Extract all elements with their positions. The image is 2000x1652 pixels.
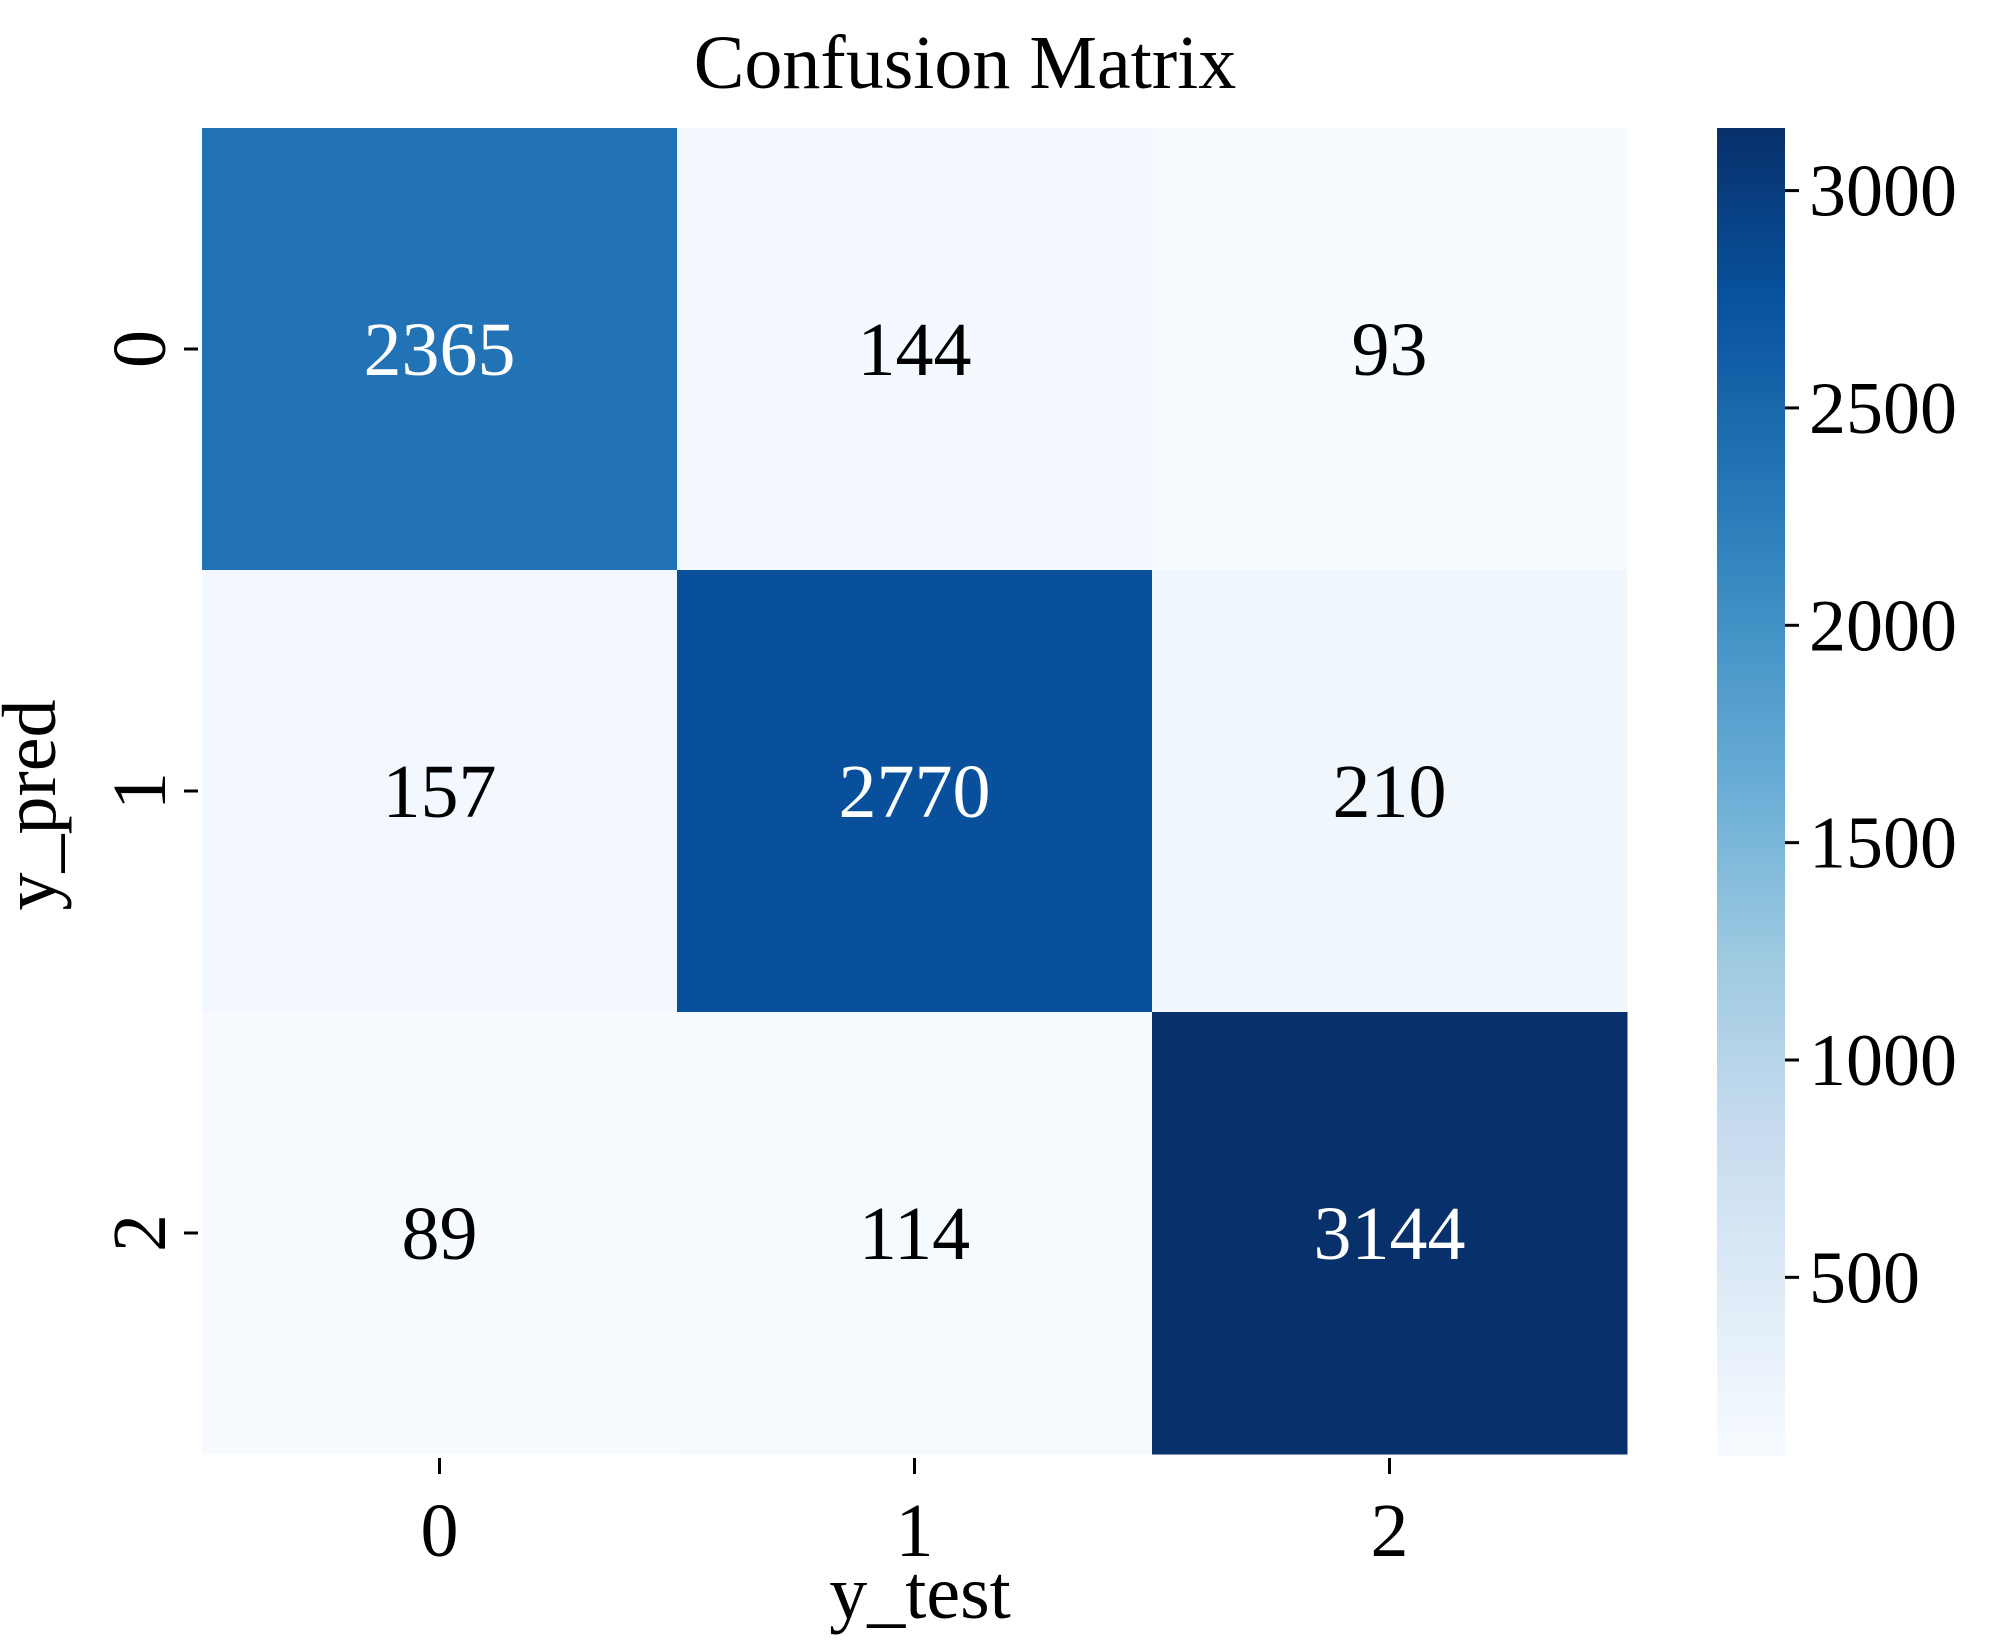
cell-value-label-r1-c0: 157	[383, 750, 497, 834]
y-axis-title: y_pred	[0, 699, 72, 910]
cell-value-label-r2-c1: 114	[859, 1192, 970, 1276]
y-tick-label-2: 2	[98, 1214, 182, 1252]
heatmap-cell-r0-c2	[1152, 128, 1628, 571]
x-tick-label-1: 1	[896, 1489, 934, 1573]
colorbar-tick-label-2: 1500	[1809, 803, 1957, 885]
x-tick-label-2: 2	[1371, 1489, 1409, 1573]
x-axis-title: y_test	[829, 1551, 1011, 1635]
heatmap-cell-r2-c1	[677, 1012, 1153, 1455]
colorbar-tick-label-1: 1000	[1809, 1020, 1957, 1102]
heatmap-cell-r0-c1	[677, 128, 1153, 571]
heatmap-cell-r1-c2	[1152, 570, 1628, 1013]
heatmap-cells: 2365 144 93 157 2770 210 89 114 3144	[202, 128, 1628, 1455]
heatmap-cell-r1-c0	[202, 570, 678, 1013]
colorbar-tick-label-3: 2000	[1809, 585, 1957, 667]
heatmap-cell-r2-c2	[1152, 1012, 1628, 1455]
x-tick-label-0: 0	[421, 1489, 459, 1573]
cell-value-label-r1-c2: 210	[1333, 750, 1447, 834]
colorbar-ticks: 500 1000 1500 2000 2500 3000	[1785, 151, 1957, 1319]
heatmap-cell-r0-c0	[202, 128, 678, 571]
cell-value-label-r0-c0: 2365	[364, 308, 516, 392]
cell-value-label-r0-c1: 144	[858, 308, 972, 392]
y-tick-label-1: 1	[98, 772, 182, 810]
colorbar: 500 1000 1500 2000 2500 3000	[1717, 128, 1957, 1456]
colorbar-tick-label-5: 3000	[1809, 151, 1957, 233]
cell-value-label-r0-c2: 93	[1352, 308, 1428, 392]
axis-ticks: 0 1 2 0 1 2	[98, 330, 1409, 1573]
heatmap-cell-r1-c1	[677, 570, 1153, 1013]
colorbar-tick-label-4: 2500	[1809, 368, 1957, 450]
cell-value-label-r2-c0: 89	[402, 1192, 478, 1276]
cell-value-label-r1-c1: 2770	[839, 750, 991, 834]
colorbar-tick-label-0: 500	[1809, 1237, 1920, 1319]
chart-title: Confusion Matrix	[694, 21, 1237, 105]
colorbar-gradient	[1717, 128, 1785, 1456]
y-tick-label-0: 0	[98, 330, 182, 368]
heatmap-cell-r2-c0	[202, 1012, 678, 1455]
cell-value-label-r2-c2: 3144	[1314, 1192, 1466, 1276]
